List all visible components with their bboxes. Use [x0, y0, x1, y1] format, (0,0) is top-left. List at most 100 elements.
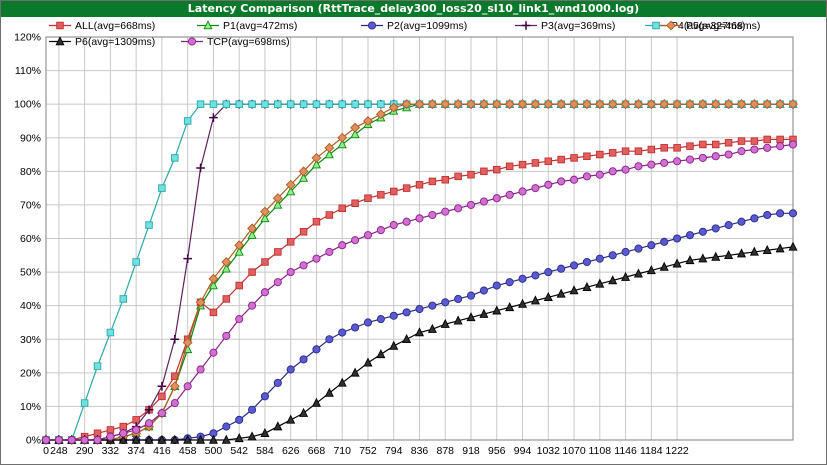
data-point [209, 113, 218, 122]
data-point [54, 435, 63, 445]
data-point [531, 184, 540, 193]
legend-marker [652, 21, 660, 30]
data-point [350, 367, 360, 377]
data-point [106, 432, 115, 441]
window-title: Latency Comparison (RttTrace_delay300_lo… [1, 1, 826, 17]
data-point [260, 206, 270, 217]
legend-label: ALL(avg=668ms) [75, 20, 155, 32]
data-point [544, 180, 553, 189]
data-point [170, 399, 179, 408]
data-point [337, 377, 347, 387]
legend-label: P1(avg=472ms) [223, 20, 297, 32]
data-point [414, 327, 425, 337]
data-point [427, 323, 437, 333]
data-point [518, 274, 527, 283]
data-point [363, 318, 373, 327]
data-point [454, 294, 463, 304]
data-point [350, 129, 360, 139]
data-point [788, 241, 798, 251]
data-point [145, 221, 153, 229]
data-point [697, 99, 708, 110]
data-point [505, 278, 514, 287]
data-point [364, 194, 372, 202]
data-point [286, 238, 295, 246]
data-point [119, 429, 128, 438]
legend-marker [56, 21, 64, 30]
data-point [286, 100, 295, 108]
data-point [234, 246, 244, 256]
data-point [196, 100, 205, 108]
data-point [158, 184, 166, 192]
x-tick-label: 1108 [589, 445, 612, 457]
data-point [389, 221, 398, 230]
data-point [157, 381, 167, 391]
data-point [196, 163, 205, 173]
data-point [441, 298, 450, 307]
data-point [660, 237, 669, 246]
data-point [582, 281, 592, 291]
data-point [311, 159, 321, 169]
data-point [247, 223, 258, 234]
data-point [132, 258, 140, 266]
data-point [698, 153, 707, 162]
data-point [93, 362, 102, 370]
x-tick-label: 878 [436, 445, 454, 457]
data-point [363, 116, 373, 126]
data-point [351, 323, 360, 332]
data-point [698, 253, 708, 263]
x-tick-label: 1222 [665, 445, 689, 457]
data-point [634, 147, 643, 155]
data-point [479, 197, 488, 206]
data-point [261, 258, 269, 266]
data-point [750, 214, 759, 223]
data-point [285, 179, 296, 190]
data-point [221, 257, 232, 267]
data-point [518, 160, 527, 169]
data-point [620, 99, 631, 110]
x-tick-label: 584 [256, 445, 274, 457]
data-point [208, 273, 219, 284]
data-point [711, 224, 720, 233]
data-point [788, 140, 798, 149]
data-point [144, 405, 154, 415]
data-point [607, 99, 618, 110]
x-tick-label: 1146 [614, 445, 637, 457]
legend-item-7: TCP(avg=698ms) [181, 36, 290, 48]
data-point [466, 99, 476, 110]
data-point [248, 100, 256, 108]
x-tick-label: 1032 [537, 445, 561, 457]
data-point [402, 333, 412, 343]
legend-label: P5(avg=468ms) [686, 20, 760, 32]
data-point [402, 217, 411, 226]
data-point [389, 311, 398, 320]
data-point [621, 165, 630, 174]
y-tick-label: 40% [20, 300, 41, 312]
data-point [273, 278, 282, 287]
x-tick-label: 332 [102, 445, 120, 457]
data-point [428, 301, 437, 310]
data-point [221, 263, 231, 273]
data-point [41, 435, 51, 445]
data-point [543, 291, 553, 302]
data-point [260, 427, 270, 438]
data-point [531, 159, 540, 167]
data-point [222, 331, 231, 340]
y-tick-label: 0% [26, 435, 41, 447]
legend-item-3: P3(avg=369ms) [515, 20, 615, 32]
legend-label: P2(avg=1099ms) [387, 20, 467, 32]
data-point [132, 425, 141, 434]
data-point [364, 100, 372, 108]
data-point [531, 271, 540, 280]
x-tick-label: 458 [179, 445, 197, 457]
data-point [274, 100, 282, 108]
data-point [351, 199, 359, 207]
data-point [737, 217, 746, 226]
data-point [286, 414, 296, 424]
data-point [583, 152, 591, 160]
data-point [248, 268, 256, 276]
data-point [183, 117, 192, 125]
y-tick-label: 50% [20, 267, 41, 279]
data-point [415, 304, 424, 314]
data-point [119, 422, 128, 431]
x-tick-label: 248 [50, 445, 68, 457]
